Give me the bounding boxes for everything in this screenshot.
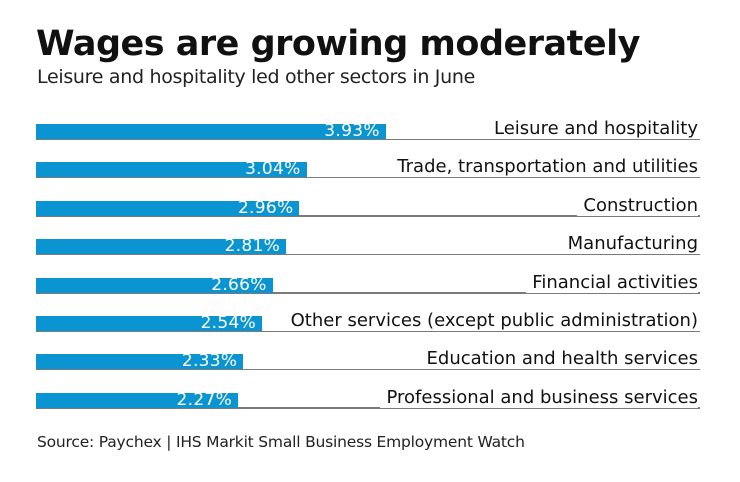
- bar-value-label: 2.27%: [176, 389, 233, 410]
- bar: 2.33%: [36, 351, 244, 372]
- chart-title: Wages are growing moderately: [36, 24, 640, 64]
- bar: 2.27%: [36, 389, 239, 410]
- source-note: Source: Paychex | IHS Markit Small Busin…: [37, 433, 525, 451]
- bar-row: Trade, transportation and utilities 3.04%: [36, 157, 700, 180]
- bar-value-label: 2.66%: [211, 274, 267, 295]
- row-baseline: [36, 292, 700, 294]
- bar-row: Manufacturing 2.81%: [36, 234, 700, 257]
- row-baseline: [36, 330, 700, 332]
- bar: 3.93%: [36, 121, 386, 141]
- bar-row: Construction 2.96%: [36, 195, 700, 218]
- row-baseline: [36, 368, 700, 371]
- bar-row: Other services (except public administra…: [36, 311, 700, 333]
- category-label: Other services (except public administra…: [284, 311, 698, 331]
- bar: 2.81%: [36, 236, 287, 257]
- bar-value-label: 2.33%: [181, 351, 238, 372]
- category-label: Leisure and hospitality: [488, 119, 698, 139]
- bar: 3.04%: [36, 159, 307, 180]
- bar-value-label: 3.04%: [245, 159, 301, 180]
- row-baseline: [36, 253, 700, 256]
- row-baseline: [36, 176, 700, 179]
- row-baseline: [36, 407, 700, 409]
- bar-value-label: 2.54%: [200, 313, 257, 333]
- row-baseline: [36, 215, 700, 217]
- row-baseline: [36, 138, 700, 140]
- bar: 2.66%: [36, 274, 273, 295]
- bar-row: Leisure and hospitality 3.93%: [36, 119, 700, 141]
- category-label: Professional and business services: [380, 387, 698, 408]
- bar: 2.54%: [36, 313, 263, 333]
- category-label: Manufacturing: [561, 234, 698, 255]
- bar-row: Education and health services 2.33%: [36, 349, 700, 372]
- bar-row: Financial activities 2.66%: [36, 272, 700, 295]
- category-label: Construction: [577, 195, 698, 216]
- bar-value-label: 3.93%: [324, 121, 380, 141]
- category-label: Trade, transportation and utilities: [391, 157, 698, 178]
- category-label: Education and health services: [420, 349, 698, 370]
- chart-subtitle: Leisure and hospitality led other sector…: [37, 66, 475, 88]
- bar: 2.96%: [36, 197, 300, 218]
- bar-value-label: 2.81%: [224, 236, 281, 257]
- category-label: Financial activities: [526, 272, 698, 293]
- bar-row: Professional and business services 2.27%: [36, 387, 700, 410]
- bar-value-label: 2.96%: [237, 197, 294, 218]
